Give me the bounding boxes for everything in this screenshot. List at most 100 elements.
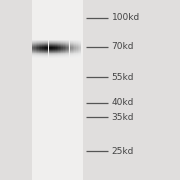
Bar <box>71 50 73 51</box>
Bar <box>34 54 36 55</box>
Bar <box>66 43 68 44</box>
Bar <box>36 44 37 45</box>
Bar <box>39 41 41 42</box>
Bar <box>68 57 69 58</box>
Bar <box>65 53 66 54</box>
Bar <box>36 56 37 57</box>
Bar <box>78 52 79 53</box>
Bar <box>73 53 74 54</box>
Bar <box>45 56 47 57</box>
Bar <box>69 53 71 54</box>
Bar <box>55 46 57 47</box>
Bar <box>52 42 53 43</box>
Bar <box>57 43 58 44</box>
Bar <box>65 49 66 50</box>
Bar <box>40 50 42 51</box>
Bar <box>34 43 36 44</box>
Bar <box>47 50 48 51</box>
Bar <box>60 42 61 43</box>
Bar <box>34 45 36 46</box>
Bar <box>76 45 78 46</box>
Bar <box>58 57 60 58</box>
Bar <box>68 41 69 42</box>
Bar <box>39 55 41 56</box>
Bar <box>61 51 63 52</box>
Bar <box>73 56 74 57</box>
Bar <box>32 56 34 57</box>
Bar <box>40 48 42 49</box>
Bar <box>61 46 63 47</box>
Bar <box>49 46 50 47</box>
Bar <box>58 51 60 52</box>
Bar <box>69 51 71 52</box>
Bar <box>47 46 48 47</box>
Bar <box>45 55 47 56</box>
Bar <box>66 57 68 58</box>
Bar <box>42 44 44 45</box>
Bar <box>53 52 55 53</box>
Bar <box>73 54 74 55</box>
Bar <box>63 51 65 52</box>
Bar <box>66 46 68 47</box>
Bar <box>74 50 76 51</box>
Bar <box>53 50 55 51</box>
Bar <box>61 55 63 56</box>
Bar <box>63 46 65 47</box>
Bar <box>47 43 48 44</box>
Bar <box>68 45 69 46</box>
Bar <box>65 52 66 53</box>
Bar <box>47 56 48 57</box>
Bar <box>61 49 63 50</box>
Bar <box>37 43 39 44</box>
Bar <box>57 50 58 51</box>
Bar <box>36 43 37 44</box>
Bar <box>57 47 58 48</box>
Bar <box>39 46 41 47</box>
Bar <box>58 45 60 46</box>
Bar <box>50 41 52 42</box>
Bar <box>60 55 61 56</box>
Bar <box>47 51 48 52</box>
Bar <box>60 51 61 52</box>
Bar <box>42 41 44 42</box>
Bar <box>53 51 55 52</box>
Bar <box>61 53 63 54</box>
Bar <box>58 56 60 57</box>
Bar <box>44 57 45 58</box>
Bar <box>71 53 73 54</box>
Bar <box>69 41 71 42</box>
Bar <box>71 56 73 57</box>
Bar <box>53 43 55 44</box>
Bar <box>55 41 57 42</box>
Bar <box>37 41 39 42</box>
Text: 70kd: 70kd <box>112 42 134 51</box>
Bar <box>53 47 55 48</box>
Bar <box>47 41 48 42</box>
Bar <box>39 49 41 50</box>
Bar <box>34 42 36 43</box>
Bar <box>73 43 74 44</box>
Bar <box>52 57 53 58</box>
Bar <box>32 46 34 47</box>
Bar <box>69 48 71 49</box>
Bar <box>78 43 79 44</box>
Bar <box>60 45 61 46</box>
Bar <box>49 45 50 46</box>
Bar <box>49 47 50 48</box>
Bar <box>79 48 81 49</box>
Bar <box>49 48 50 49</box>
Bar <box>78 47 79 48</box>
Bar <box>69 49 71 50</box>
Bar <box>34 40 36 41</box>
Bar <box>71 52 73 53</box>
Bar <box>32 45 34 46</box>
Bar <box>32 47 34 48</box>
Bar <box>79 57 81 58</box>
Bar <box>55 48 57 49</box>
Bar <box>76 57 78 58</box>
Bar <box>73 45 74 46</box>
Bar <box>78 48 79 49</box>
Bar <box>71 48 73 49</box>
Bar <box>32 51 34 52</box>
Bar <box>74 44 76 45</box>
